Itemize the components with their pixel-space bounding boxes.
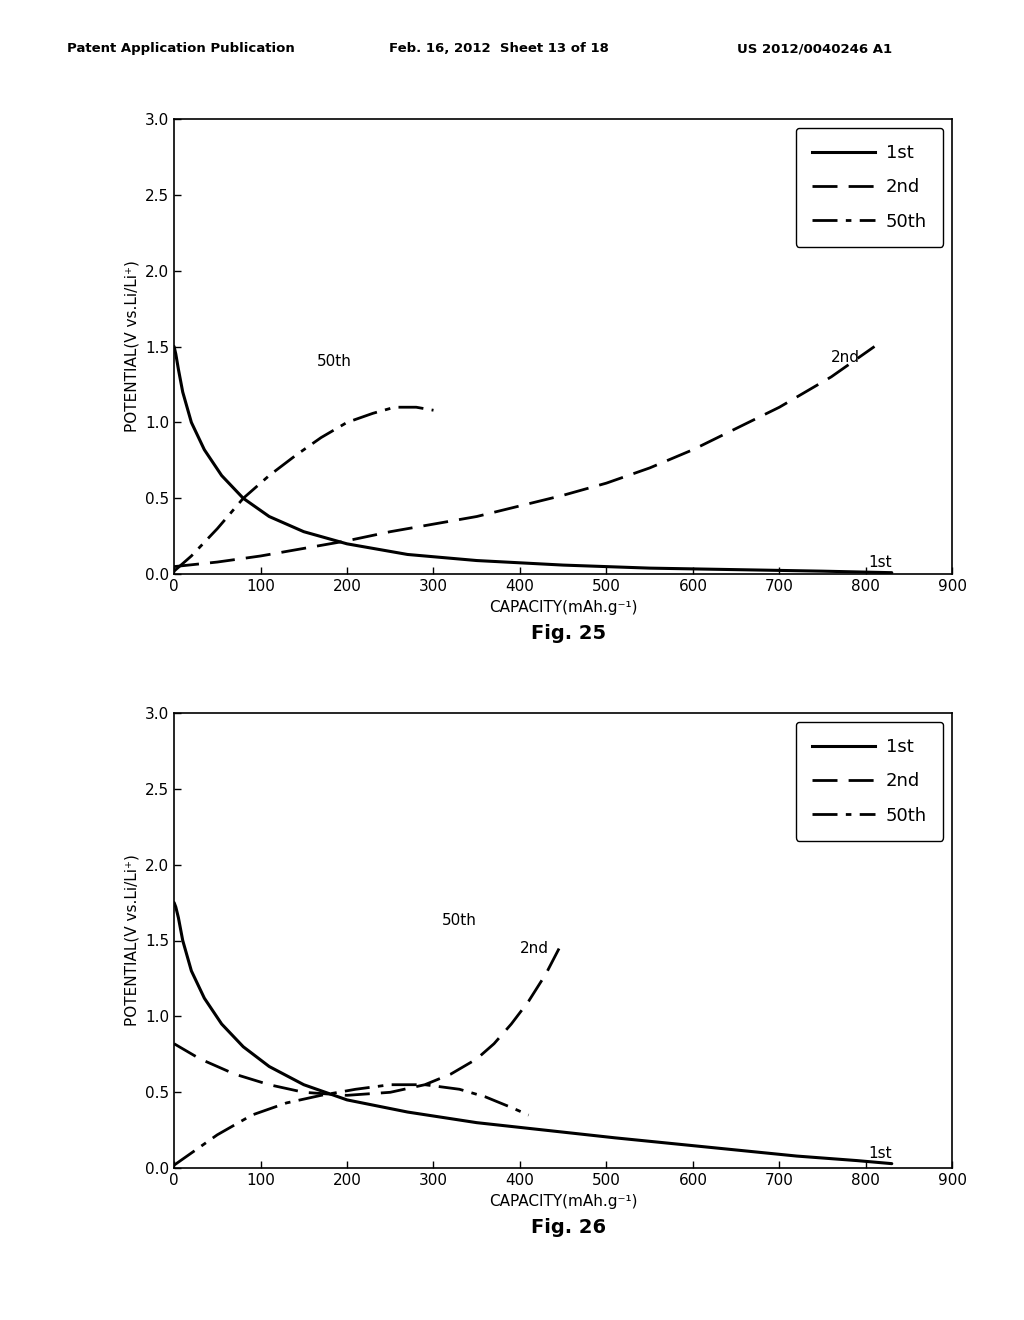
Text: Feb. 16, 2012  Sheet 13 of 18: Feb. 16, 2012 Sheet 13 of 18 <box>389 42 609 55</box>
Text: 50th: 50th <box>442 913 477 928</box>
X-axis label: CAPACITY(mAh.g⁻¹): CAPACITY(mAh.g⁻¹) <box>488 1193 638 1209</box>
Legend: 1st, 2nd, 50th: 1st, 2nd, 50th <box>796 722 943 841</box>
Text: US 2012/0040246 A1: US 2012/0040246 A1 <box>737 42 892 55</box>
Text: 1st: 1st <box>868 1146 892 1160</box>
Text: Fig. 26: Fig. 26 <box>530 1218 606 1237</box>
Legend: 1st, 2nd, 50th: 1st, 2nd, 50th <box>796 128 943 247</box>
Y-axis label: POTENTIAL(V vs.Li/Li⁺): POTENTIAL(V vs.Li/Li⁺) <box>124 854 139 1027</box>
Text: 50th: 50th <box>316 354 351 370</box>
Text: 2nd: 2nd <box>831 350 860 364</box>
Y-axis label: POTENTIAL(V vs.Li/Li⁺): POTENTIAL(V vs.Li/Li⁺) <box>124 260 139 433</box>
Text: Fig. 25: Fig. 25 <box>530 624 606 643</box>
Text: 1st: 1st <box>868 554 892 570</box>
X-axis label: CAPACITY(mAh.g⁻¹): CAPACITY(mAh.g⁻¹) <box>488 599 638 615</box>
Text: Patent Application Publication: Patent Application Publication <box>67 42 294 55</box>
Text: 2nd: 2nd <box>520 941 549 956</box>
